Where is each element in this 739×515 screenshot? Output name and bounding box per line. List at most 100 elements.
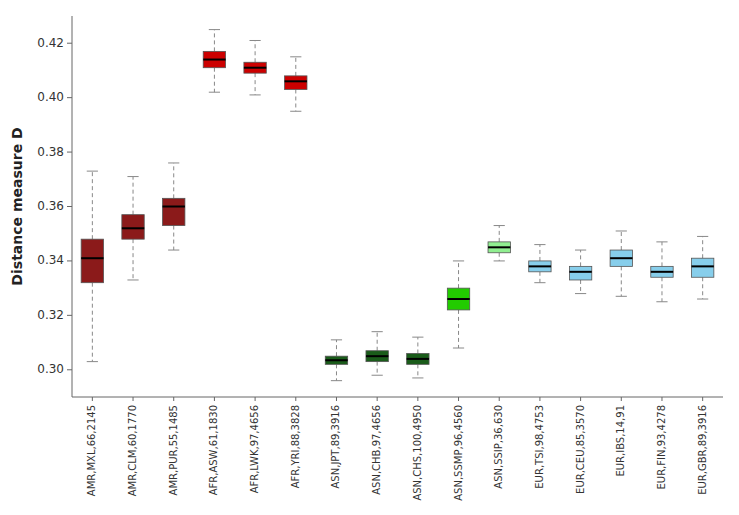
box — [325, 356, 347, 364]
x-tick — [92, 397, 93, 401]
box — [244, 62, 266, 73]
x-tick — [458, 397, 459, 401]
y-tick — [67, 315, 72, 316]
box — [122, 215, 144, 239]
median — [203, 59, 225, 61]
cap-high — [249, 40, 260, 41]
whisker-high — [255, 40, 256, 62]
box — [488, 242, 510, 253]
box-group — [325, 340, 347, 381]
x-tick — [417, 397, 418, 401]
y-tick-label: 0.38 — [37, 145, 64, 159]
cap-high — [697, 236, 708, 237]
x-tick — [255, 397, 256, 401]
whisker-high — [214, 30, 215, 52]
box-group — [163, 163, 185, 250]
cap-high — [372, 331, 383, 332]
x-tick — [214, 397, 215, 401]
y-tick-label: 0.34 — [37, 253, 64, 267]
x-tick-label: ASN,JPT,89,3916 — [330, 405, 341, 488]
cap-high — [534, 244, 545, 245]
y-tick-label: 0.32 — [37, 308, 64, 322]
whisker-low — [92, 283, 93, 362]
x-tick-label: AMR,CLM,60,1770 — [127, 405, 138, 496]
y-tick-label: 0.40 — [37, 90, 64, 104]
whisker-low — [661, 277, 662, 301]
chart: 0.300.320.340.360.380.400.42Distance mea… — [0, 0, 739, 515]
cap-low — [331, 380, 342, 381]
cap-low — [209, 92, 220, 93]
y-tick — [67, 97, 72, 98]
box-group — [285, 57, 307, 111]
whisker-low — [336, 364, 337, 380]
box — [366, 351, 388, 362]
x-tick-label: EUR,CEU,85,3570 — [575, 405, 586, 494]
x-tick-label: ASN,CHB,97,4656 — [371, 405, 382, 495]
box — [691, 258, 713, 277]
whisker-low — [499, 253, 500, 261]
box-group — [203, 30, 225, 93]
cap-low — [290, 111, 301, 112]
x-axis-line — [72, 397, 723, 398]
cap-low — [575, 293, 586, 294]
whisker-low — [458, 310, 459, 348]
x-tick — [499, 397, 500, 401]
x-tick — [580, 397, 581, 401]
cap-low — [616, 296, 627, 297]
median — [163, 206, 185, 208]
whisker-low — [580, 280, 581, 294]
box-group — [691, 236, 713, 299]
box — [651, 266, 673, 277]
median — [529, 265, 551, 267]
y-tick — [67, 206, 72, 207]
box-group — [366, 332, 388, 376]
whisker-low — [214, 68, 215, 92]
median — [407, 358, 429, 360]
median — [366, 355, 388, 357]
box — [610, 250, 632, 266]
box — [203, 51, 225, 67]
whisker-high — [580, 250, 581, 266]
whisker-low — [173, 226, 174, 250]
cap-high — [616, 230, 627, 231]
x-tick — [295, 397, 296, 401]
x-tick — [702, 397, 703, 401]
median — [610, 257, 632, 259]
whisker-low — [621, 266, 622, 296]
box — [81, 239, 103, 283]
whisker-high — [621, 231, 622, 250]
median — [81, 257, 103, 259]
x-tick — [621, 397, 622, 401]
whisker-low — [377, 362, 378, 376]
cap-low — [249, 94, 260, 95]
x-tick-label: ASN,CHS,100,4950 — [412, 405, 423, 501]
x-tick — [173, 397, 174, 401]
whisker-high — [377, 332, 378, 351]
cap-low — [494, 260, 505, 261]
median — [325, 359, 347, 361]
whisker-high — [133, 177, 134, 215]
median — [651, 271, 673, 273]
whisker-low — [417, 364, 418, 378]
median — [122, 227, 144, 229]
whisker-high — [92, 171, 93, 239]
y-tick-label: 0.30 — [37, 362, 64, 376]
median — [569, 271, 591, 273]
box-group — [447, 261, 469, 348]
x-tick — [336, 397, 337, 401]
whisker-high — [173, 163, 174, 198]
cap-low — [534, 282, 545, 283]
x-tick — [133, 397, 134, 401]
cap-low — [127, 279, 138, 280]
x-tick-label: EUR,TSI,98,4753 — [534, 405, 545, 489]
whisker-low — [702, 277, 703, 299]
whisker-high — [661, 242, 662, 266]
cap-high — [331, 339, 342, 340]
box — [407, 353, 429, 364]
whisker-high — [417, 337, 418, 353]
cap-low — [697, 299, 708, 300]
cap-high — [575, 250, 586, 251]
cap-high — [494, 225, 505, 226]
x-tick-label: ASN,SSMP,96,4560 — [453, 405, 464, 501]
y-tick — [67, 260, 72, 261]
